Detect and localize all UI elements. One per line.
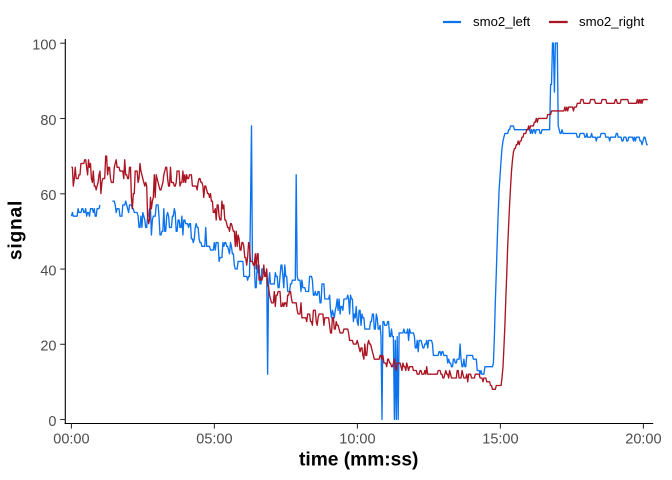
- svg-text:100: 100: [32, 38, 56, 54]
- svg-text:smo2_right: smo2_right: [579, 14, 645, 29]
- svg-text:20:00: 20:00: [625, 432, 661, 448]
- svg-text:40: 40: [40, 263, 56, 279]
- svg-text:20: 20: [40, 339, 56, 355]
- svg-text:15:00: 15:00: [482, 432, 518, 448]
- svg-text:60: 60: [40, 188, 56, 204]
- svg-text:0: 0: [48, 414, 56, 430]
- svg-text:05:00: 05:00: [196, 432, 232, 448]
- svg-text:smo2_left: smo2_left: [473, 14, 531, 29]
- svg-text:10:00: 10:00: [339, 432, 375, 448]
- svg-text:80: 80: [40, 113, 56, 129]
- svg-text:signal: signal: [6, 200, 27, 260]
- svg-text:00:00: 00:00: [53, 432, 89, 448]
- svg-text:time (mm:ss): time (mm:ss): [299, 450, 418, 471]
